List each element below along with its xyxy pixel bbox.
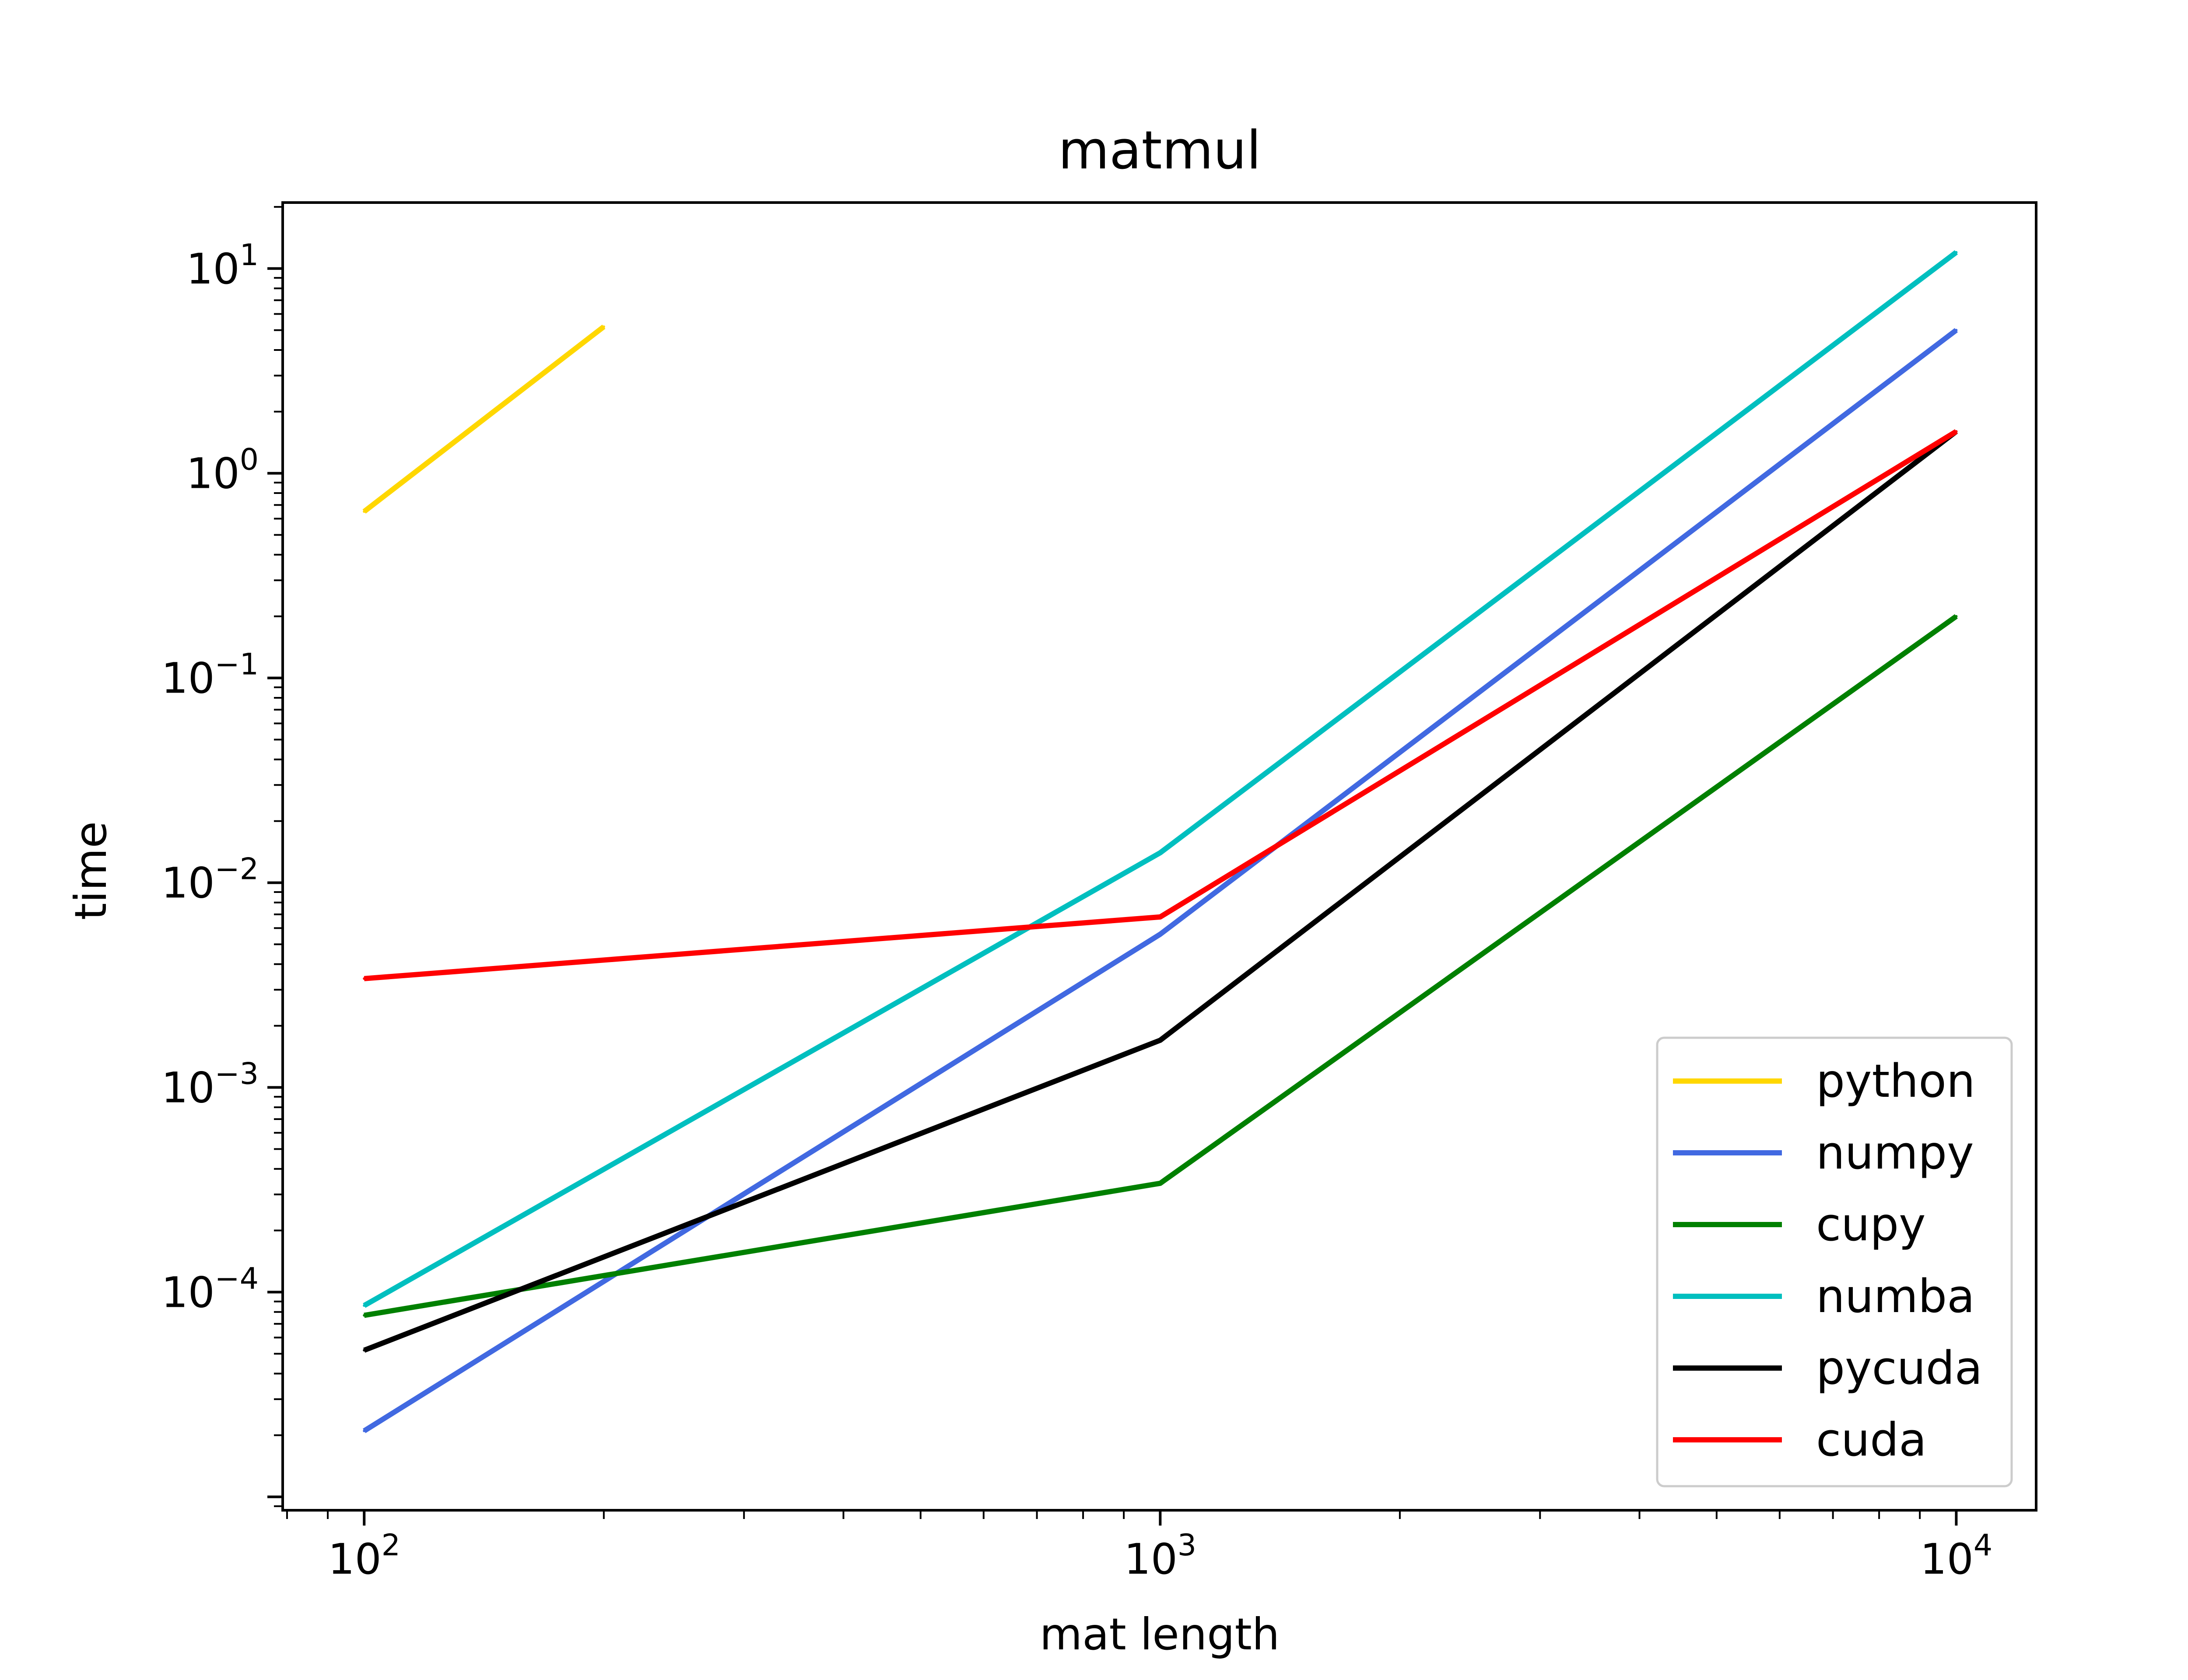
y-tick-label: 101 (186, 238, 259, 294)
data-point-pycuda-0 (363, 1349, 366, 1352)
data-point-cupy-0 (363, 1314, 366, 1317)
data-point-numpy-1 (1159, 933, 1162, 936)
y-tick-label: 10−3 (161, 1057, 259, 1112)
y-axis-label: time (65, 821, 116, 920)
data-point-cuda-0 (363, 977, 366, 980)
y-tick-label: 10−1 (161, 648, 259, 703)
x-axis-label: mat length (1040, 1609, 1280, 1660)
data-point-python-1 (602, 325, 605, 328)
data-point-numba-2 (1955, 251, 1958, 254)
chart-title: matmul (1058, 120, 1261, 181)
legend-box (1656, 1036, 2013, 1488)
legend-label-pycuda: pycuda (1816, 1341, 1982, 1395)
data-point-numpy-2 (1955, 329, 1958, 332)
y-tick-label: 10−2 (161, 852, 259, 908)
data-point-numba-1 (1159, 851, 1162, 854)
legend-label-python: python (1816, 1054, 1975, 1108)
x-tick-label: 103 (1124, 1528, 1196, 1584)
data-point-numpy-0 (363, 1429, 366, 1432)
legend-label-cupy: cupy (1816, 1198, 1926, 1251)
legend-label-cuda: cuda (1816, 1413, 1927, 1466)
data-point-cupy-2 (1955, 615, 1958, 618)
series-layer (362, 250, 1958, 1433)
data-point-cuda-1 (1159, 915, 1162, 918)
data-point-python-0 (363, 510, 366, 513)
ticks-layer: 102 103 104 10−4 10−3 10−2 10−1 100 101 (161, 206, 1992, 1584)
data-point-pycuda-1 (1159, 1039, 1162, 1042)
x-tick-label: 104 (1920, 1528, 1992, 1584)
data-point-numba-0 (363, 1304, 366, 1307)
data-point-cupy-1 (1159, 1182, 1162, 1185)
series-line-python (362, 324, 606, 514)
legend-label-numba: numba (1816, 1270, 1975, 1323)
legend: python numpy cupy numba pycuda cuda (1656, 1036, 2013, 1488)
y-tick-label: 10−4 (161, 1261, 259, 1317)
legend-label-numpy: numpy (1816, 1126, 1974, 1180)
y-tick-label: 100 (186, 443, 259, 498)
x-tick-label: 102 (328, 1528, 400, 1584)
data-point-cuda-2 (1955, 430, 1958, 433)
